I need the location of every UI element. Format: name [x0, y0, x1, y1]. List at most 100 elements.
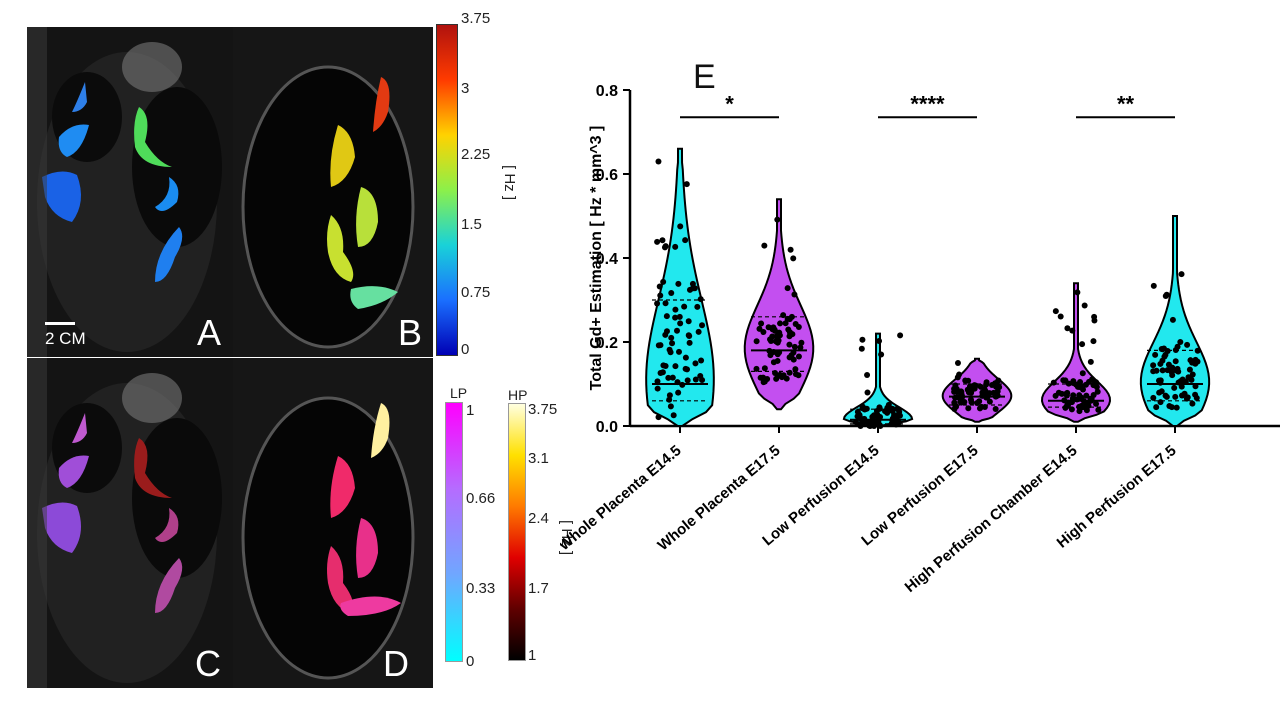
colorbar-top-tick: 3.75	[461, 10, 491, 27]
data-point	[675, 389, 682, 396]
data-point	[683, 181, 690, 188]
placenta-c4	[134, 438, 172, 498]
placenta-c6	[155, 558, 183, 613]
data-point	[979, 389, 986, 396]
data-point	[992, 380, 999, 387]
data-point	[667, 349, 674, 356]
data-point	[761, 365, 768, 372]
data-point	[760, 379, 767, 386]
colorbar-hp-tick: 1.7	[528, 580, 549, 597]
data-point	[1090, 392, 1097, 399]
data-point	[1074, 289, 1081, 296]
data-point	[884, 406, 891, 413]
placenta-d4	[327, 546, 354, 613]
data-point	[770, 324, 777, 331]
data-point	[1064, 389, 1071, 396]
data-point	[790, 356, 797, 363]
data-point	[695, 328, 702, 335]
data-point	[669, 374, 676, 381]
data-point	[689, 280, 696, 287]
data-point	[662, 331, 669, 338]
data-point	[1079, 370, 1086, 377]
data-point	[1188, 376, 1195, 383]
chart-panel-label: E	[693, 58, 716, 96]
data-point	[864, 371, 871, 378]
panel-d-label: D	[383, 643, 409, 684]
data-point	[783, 375, 790, 382]
placenta-d2	[330, 456, 355, 518]
data-point	[692, 360, 699, 367]
data-point	[1061, 397, 1068, 404]
data-point	[792, 320, 799, 327]
data-point	[965, 405, 972, 412]
placenta-c2	[58, 455, 89, 488]
data-point	[859, 336, 866, 343]
data-point	[894, 405, 901, 412]
colorbar-lp-header: LP	[450, 385, 468, 401]
data-point	[669, 340, 676, 347]
data-point	[1192, 391, 1199, 398]
data-point	[1187, 357, 1194, 364]
colorbar-top-tick: 2.25	[461, 146, 491, 163]
data-point	[654, 300, 661, 307]
y-axis-label: Total Gd+ Estimation [ Hz * mm^3 ]	[588, 126, 605, 391]
data-point	[1150, 282, 1157, 289]
significance-label: *	[725, 91, 734, 116]
data-point	[992, 406, 999, 413]
data-point	[1183, 395, 1190, 402]
violin-body	[842, 332, 914, 427]
data-point	[689, 285, 696, 292]
data-point	[1172, 393, 1179, 400]
placenta-b2	[330, 125, 355, 187]
placenta-d3	[356, 518, 378, 578]
data-point	[1157, 377, 1164, 384]
data-point	[1153, 404, 1160, 411]
data-point	[761, 242, 768, 249]
data-point	[1069, 327, 1076, 334]
placenta-c1	[72, 413, 87, 443]
data-point	[675, 348, 682, 355]
data-point	[674, 379, 681, 386]
violin-body	[645, 147, 715, 427]
data-point	[1150, 394, 1157, 401]
data-point	[871, 420, 878, 427]
data-point	[1186, 366, 1193, 373]
data-point	[1062, 404, 1069, 411]
data-point	[951, 399, 958, 406]
data-point	[786, 369, 793, 376]
data-point	[857, 422, 864, 429]
placenta-b4	[327, 215, 354, 282]
data-point	[1152, 351, 1159, 358]
colorbar-hp-tick: 3.1	[528, 450, 549, 467]
colorbar-top-tick: 3	[461, 80, 470, 97]
data-point	[1079, 341, 1086, 348]
panel-b-label: B	[398, 312, 423, 353]
data-point	[760, 329, 767, 336]
data-point	[662, 300, 669, 307]
data-point	[859, 403, 866, 410]
data-point	[959, 393, 966, 400]
data-point	[1192, 360, 1199, 367]
data-point	[1178, 271, 1185, 278]
data-point	[681, 303, 688, 310]
data-point	[767, 337, 774, 344]
data-point	[1162, 392, 1169, 399]
data-point	[663, 313, 670, 320]
data-point	[670, 412, 677, 419]
placenta-a1	[72, 82, 87, 112]
data-point	[1159, 367, 1166, 374]
data-point	[976, 398, 983, 405]
colorbar-hp-gradient	[509, 404, 525, 660]
data-point	[897, 332, 904, 339]
data-point	[677, 320, 684, 327]
data-point	[1052, 308, 1059, 315]
data-point	[856, 415, 863, 422]
data-point	[654, 378, 661, 385]
data-point	[662, 363, 669, 370]
data-point	[685, 318, 692, 325]
data-point	[699, 322, 706, 329]
data-point	[1181, 390, 1188, 397]
placenta-c5	[155, 508, 179, 542]
placenta-d5	[340, 596, 401, 616]
significance-label: **	[1117, 91, 1135, 116]
